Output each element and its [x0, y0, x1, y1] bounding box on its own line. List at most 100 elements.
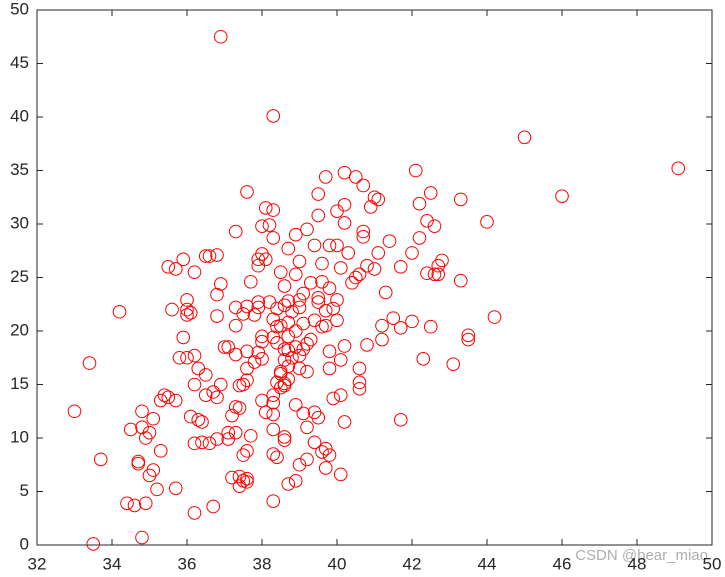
point [168, 481, 183, 496]
point [337, 197, 352, 212]
point [423, 186, 438, 200]
point [146, 463, 161, 477]
point [356, 178, 371, 193]
point [420, 213, 434, 228]
x-tick-label: 46 [553, 554, 572, 573]
point [180, 293, 194, 307]
point [288, 227, 303, 242]
point [168, 262, 183, 276]
point [213, 377, 228, 392]
point [382, 234, 397, 248]
point [318, 303, 333, 318]
point [266, 109, 281, 123]
point [322, 238, 337, 253]
point [296, 342, 311, 356]
point [322, 361, 337, 376]
point [153, 444, 168, 458]
point [326, 301, 341, 316]
point [228, 318, 243, 333]
point [165, 302, 179, 317]
point [386, 311, 401, 325]
x-tick-label: 34 [103, 554, 122, 573]
point [330, 293, 344, 307]
point [360, 258, 374, 273]
point [266, 312, 281, 327]
point [266, 395, 281, 410]
point [337, 165, 352, 180]
point [243, 274, 258, 289]
x-tick-label: 48 [628, 554, 647, 573]
y-tick-label: 5 [20, 481, 29, 500]
point [112, 304, 127, 319]
point [277, 279, 292, 293]
point [270, 301, 284, 316]
point [446, 357, 461, 371]
point [187, 265, 202, 279]
point [333, 261, 348, 275]
point [300, 364, 314, 379]
point [187, 348, 202, 363]
point [348, 170, 363, 184]
point [318, 461, 333, 475]
point [180, 302, 194, 317]
point [341, 246, 356, 260]
point [288, 398, 303, 412]
point [228, 347, 243, 362]
point [431, 258, 446, 273]
point [431, 267, 446, 282]
point [236, 307, 251, 321]
point [311, 295, 326, 309]
point [311, 291, 326, 305]
point [405, 314, 419, 329]
point [93, 452, 108, 467]
point [303, 332, 318, 347]
point [315, 445, 329, 459]
x-tick-label: 36 [178, 554, 197, 573]
point [266, 447, 281, 461]
point [266, 231, 281, 245]
point [281, 329, 296, 344]
y-tick-label: 35 [10, 160, 29, 179]
point [180, 350, 194, 365]
point [292, 457, 307, 472]
point [228, 300, 243, 315]
point [288, 324, 303, 338]
point [375, 332, 389, 347]
point [277, 378, 292, 393]
point [408, 163, 423, 178]
point [187, 436, 202, 451]
point [285, 304, 299, 319]
point [202, 249, 217, 263]
point [232, 401, 247, 415]
y-tick-label: 45 [10, 53, 29, 72]
point [300, 222, 314, 237]
point [277, 342, 292, 356]
point [363, 200, 378, 214]
point [307, 313, 322, 328]
point [243, 429, 258, 443]
point [318, 441, 333, 456]
point [303, 276, 318, 290]
point [168, 393, 183, 408]
point [67, 404, 82, 419]
point [255, 393, 269, 408]
point [150, 482, 164, 497]
point [277, 298, 292, 313]
point [352, 375, 367, 390]
point [210, 309, 224, 323]
point [262, 218, 277, 232]
point [322, 281, 337, 296]
point [333, 353, 348, 367]
point [307, 238, 322, 253]
point [296, 406, 311, 421]
point [258, 405, 273, 420]
y-tick-label: 15 [10, 374, 29, 393]
point [300, 452, 314, 467]
point [480, 215, 494, 229]
y-tick-label: 40 [10, 106, 29, 125]
plot-frame [36, 9, 713, 546]
point [206, 499, 221, 514]
point [255, 219, 269, 233]
